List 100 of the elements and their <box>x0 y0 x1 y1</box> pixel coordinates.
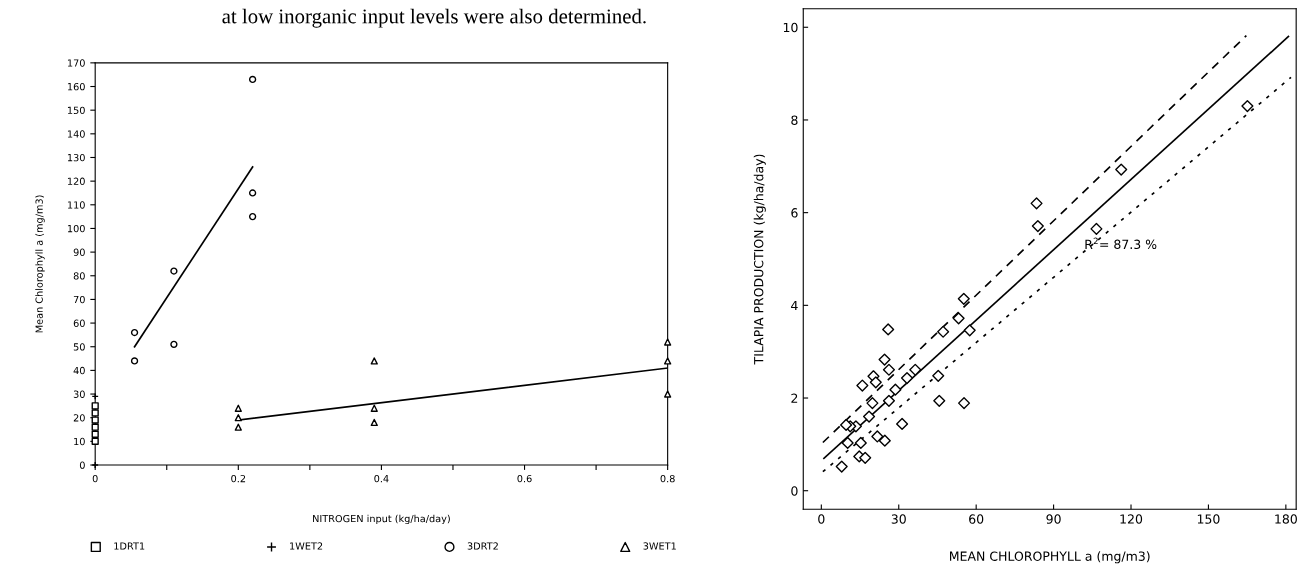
y-tick-label: 8 <box>791 115 798 125</box>
x-tick-label: 0.6 <box>517 474 532 483</box>
point <box>91 409 99 417</box>
point <box>234 423 242 431</box>
point <box>878 353 891 366</box>
point <box>871 430 884 443</box>
point <box>854 436 867 450</box>
point <box>170 267 178 275</box>
y-tick-label: 110 <box>67 201 85 209</box>
y-tick-label: 90 <box>73 248 85 256</box>
point <box>856 379 869 392</box>
legend-label: 1DRT1 <box>114 542 145 550</box>
y-tick-label: 40 <box>73 366 85 375</box>
point <box>896 417 909 431</box>
point <box>664 390 672 398</box>
point <box>882 363 896 376</box>
point <box>900 372 914 385</box>
point <box>933 394 946 407</box>
point <box>878 434 891 447</box>
y-tick-label: 150 <box>67 106 85 114</box>
x-axis-title: NITROGEN input (kg/ha/day) <box>313 514 450 525</box>
point <box>963 324 976 337</box>
point <box>91 392 99 401</box>
point <box>91 437 99 446</box>
y-tick-label: 20 <box>73 414 85 422</box>
point <box>248 212 257 221</box>
point <box>370 357 378 365</box>
point <box>370 404 378 412</box>
x-axis-title: MEAN CHLOROPHYLL a (mg/m3) <box>950 551 1150 564</box>
legend-label: 3WET1 <box>643 542 676 550</box>
y-tick-label: 170 <box>67 59 85 67</box>
y-tick-label: 2 <box>791 393 798 403</box>
point <box>130 357 139 365</box>
point <box>1030 197 1043 210</box>
y-tick-label: 30 <box>73 390 85 398</box>
y-tick-label: 10 <box>74 437 85 446</box>
y-tick-label: 60 <box>73 319 85 327</box>
x-tick-label: 90 <box>1046 514 1061 524</box>
point <box>1115 163 1128 176</box>
legend-label: 3DRT2 <box>467 542 498 550</box>
x-tick-label: 0.8 <box>660 474 675 483</box>
point <box>909 363 922 376</box>
point <box>932 369 945 382</box>
y-tick-label: 130 <box>67 153 85 162</box>
point <box>957 397 971 410</box>
y-tick-label: 120 <box>67 177 85 185</box>
legend-label: 1WET2 <box>290 542 323 550</box>
x-tick-label: 150 <box>1197 514 1220 524</box>
point <box>130 328 139 337</box>
y-tick-label: 140 <box>67 130 85 138</box>
point <box>835 460 848 473</box>
y-tick-label: 80 <box>73 272 85 280</box>
text: at low inorganic input levels were also determined. <box>222 8 646 28</box>
point <box>664 357 672 365</box>
point <box>91 430 99 438</box>
y-tick-label: 160 <box>67 82 85 91</box>
y-tick-label: 4 <box>791 300 798 311</box>
point <box>248 189 257 197</box>
x-tick-label: 30 <box>891 514 906 524</box>
point <box>952 312 965 325</box>
point <box>370 418 378 427</box>
point <box>882 323 895 336</box>
y-tick-label: 100 <box>67 224 85 233</box>
y-tick-label: 50 <box>73 343 85 351</box>
y-tick-label: 70 <box>73 295 85 304</box>
x-tick-label: 0 <box>818 514 825 524</box>
point <box>841 436 854 450</box>
x-tick-label: 0 <box>92 474 98 483</box>
y-tick-label: 0 <box>79 461 85 469</box>
point <box>882 394 896 407</box>
point <box>170 340 178 349</box>
point <box>1031 220 1044 233</box>
y-tick-label: 0 <box>791 486 798 496</box>
point <box>862 410 876 423</box>
y-axis-title: Mean Chlorophyll a (mg/m3) <box>35 195 45 333</box>
point <box>248 75 257 84</box>
point <box>91 402 99 410</box>
point <box>866 397 879 410</box>
point <box>664 338 672 346</box>
x-tick-label: 60 <box>969 514 984 524</box>
point <box>91 423 99 431</box>
x-tick-label: 0.4 <box>374 474 389 483</box>
point <box>91 416 99 424</box>
point <box>869 376 882 389</box>
point <box>1241 99 1254 113</box>
point <box>840 418 853 431</box>
point <box>937 325 950 338</box>
point <box>234 414 242 422</box>
x-tick-label: 0.2 <box>231 474 246 483</box>
y-tick-label: 10 <box>783 22 798 33</box>
point <box>1090 222 1103 235</box>
y-axis-title: TILAPIA PRODUCTION (kg/ha/day) <box>753 154 766 365</box>
point <box>234 404 242 412</box>
x-tick-label: 120 <box>1120 514 1143 524</box>
point <box>859 451 872 464</box>
annotation: R$^{2}$= 87.3 % <box>1085 237 1157 250</box>
x-tick-label: 180 <box>1275 514 1297 524</box>
point <box>889 383 902 396</box>
y-tick-label: 6 <box>791 208 798 218</box>
point <box>957 292 970 305</box>
